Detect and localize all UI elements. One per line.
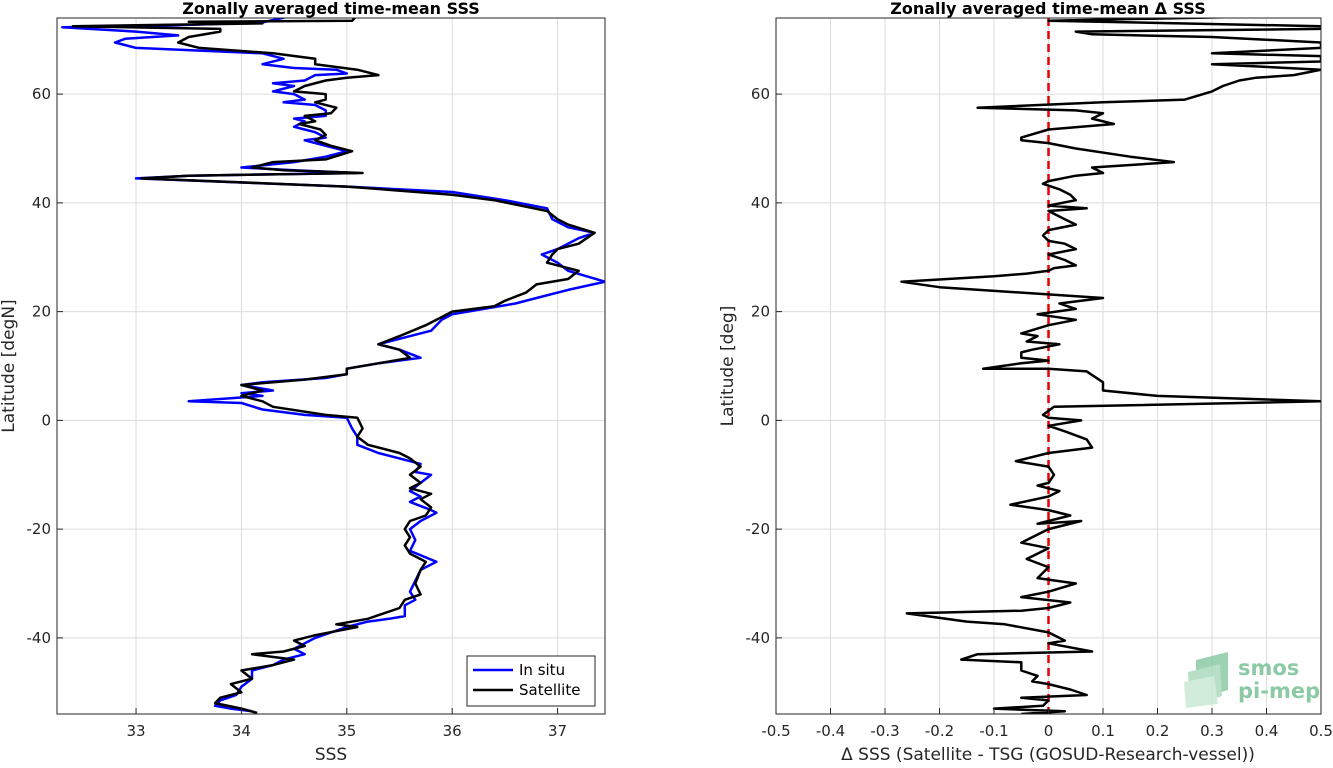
smos-pi-mep-logo: smos pi-mep [1184, 652, 1320, 708]
right-y-tick-label: -20 [746, 520, 771, 538]
right-x-tick-label: 0.3 [1200, 722, 1224, 740]
right-x-tick-label: 0.1 [1091, 722, 1115, 740]
right-x-tick-label: 0.2 [1146, 722, 1170, 740]
left-axes-box [56, 17, 606, 715]
left-x-tick-label: 37 [548, 722, 567, 740]
right-chart-panel: smos pi-mep -0.5 -0.4 -0.3 -0.2 -0.1 0 0.1 0.2 0… [718, 0, 1333, 765]
right-x-tick-label: -0.4 [816, 722, 845, 740]
left-chart-panel: 33 34 35 36 37 -40 -20 0 20 40 60 Zonally averaged… [0, 0, 606, 765]
right-x-tick-label: -0.2 [925, 722, 954, 740]
right-y-tick-label: 0 [760, 411, 770, 429]
left-y-tick-label: -20 [27, 520, 52, 538]
left-x-tick-label: 34 [232, 722, 251, 740]
right-x-tick-label: 0.4 [1255, 722, 1279, 740]
logo-text-pi-mep: pi-mep [1238, 679, 1320, 703]
right-x-tick-label: -0.3 [870, 722, 899, 740]
legend-label-satellite: Satellite [519, 681, 580, 699]
legend-box [466, 655, 596, 707]
left-y-tick-label: -40 [27, 629, 52, 647]
left-x-tick-label: 35 [337, 722, 356, 740]
right-series-line-delta-sss [900, 18, 1321, 714]
left-series-line-satellite [71, 18, 596, 714]
right-chart-title: Zonally averaged time-mean Δ SSS [890, 0, 1206, 18]
left-x-axis-label: SSS [315, 745, 347, 764]
right-x-tick-label: -0.5 [761, 722, 790, 740]
right-x-tick-label: 0.5 [1309, 722, 1333, 740]
right-y-tick-label: 60 [751, 85, 770, 103]
left-plot-area [57, 18, 605, 714]
left-legend: In situ Satellite [466, 655, 596, 707]
logo-mark [1184, 652, 1228, 708]
left-x-tick-label: 36 [443, 722, 462, 740]
left-y-tick-label: 60 [32, 85, 51, 103]
left-x-tick-label: 33 [126, 722, 145, 740]
right-x-tick-label: -0.1 [979, 722, 1008, 740]
left-series-line-in-situ [61, 18, 605, 713]
right-x-tick-label: 0 [1044, 722, 1054, 740]
right-y-tick-label: 20 [751, 303, 770, 321]
left-y-axis-label: Latitude [degN] [0, 299, 19, 432]
right-y-tick-label: -40 [746, 629, 771, 647]
right-y-axis-label: Latitude [deg] [718, 306, 738, 427]
right-tick-labels: -0.5 -0.4 -0.3 -0.2 -0.1 0 0.1 0.2 0.3 0.4 0.5 -40 -… [746, 85, 1333, 740]
left-y-tick-label: 40 [32, 194, 51, 212]
right-series-group [900, 18, 1321, 714]
left-series-group [61, 18, 605, 714]
left-chart-title: Zonally averaged time-mean SSS [182, 0, 480, 18]
logo-text-smos: smos [1238, 656, 1299, 680]
legend-label-in-situ: In situ [519, 661, 565, 679]
left-y-tick-label: 0 [41, 411, 51, 429]
right-x-axis-label: Δ SSS (Satellite - TSG (GOSUD-Research-v… [841, 745, 1255, 764]
left-y-tick-label: 20 [32, 303, 51, 321]
left-tick-labels: 33 34 35 36 37 -40 -20 0 20 40 60 [27, 85, 568, 740]
right-y-tick-label: 40 [751, 194, 770, 212]
